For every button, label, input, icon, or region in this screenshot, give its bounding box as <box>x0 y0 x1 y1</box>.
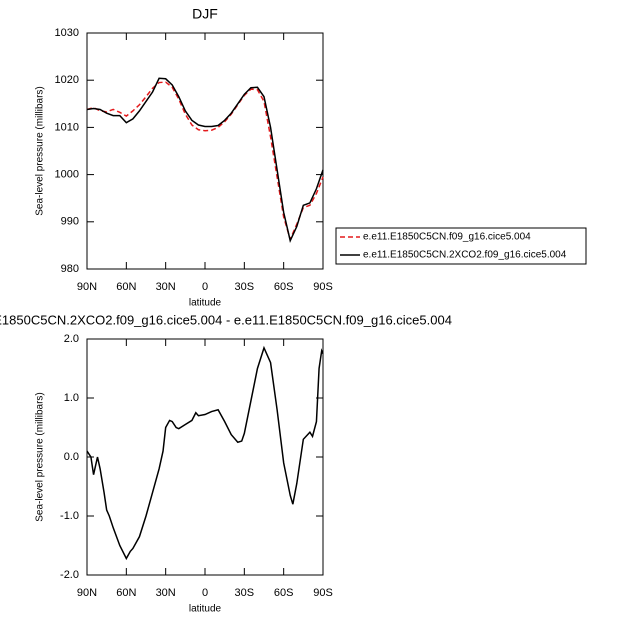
plot-frame <box>86 338 324 576</box>
x-tick-label: 90N <box>77 587 97 599</box>
data-line <box>86 81 324 242</box>
legend-label: e.e11.E1850C5CN.2XCO2.f09_g16.cice5.004 <box>363 250 567 261</box>
x-tick-label: 0 <box>202 587 208 599</box>
x-tick-label: 30S <box>235 281 255 293</box>
y-tick-label: 1.0 <box>64 392 79 404</box>
y-tick-label: -1.0 <box>60 510 79 522</box>
legend-box <box>335 227 587 265</box>
x-tick-label: 60S <box>274 587 294 599</box>
x-tick-label: 60N <box>116 281 136 293</box>
legend: e.e11.E1850C5CN.f09_g16.cice5.004 e.e11.E… <box>335 227 587 265</box>
legend-label: e.e11.E1850C5CN.f09_g16.cice5.004 <box>363 232 531 243</box>
x-tick-label: 90S <box>313 587 333 599</box>
y-tick-label: 1020 <box>55 74 79 86</box>
y-tick-label: 0.0 <box>64 451 79 463</box>
x-tick-label: 30S <box>235 587 255 599</box>
plot-frame <box>86 32 324 270</box>
data-line <box>86 77 324 243</box>
x-axis-label: latitude <box>189 298 222 309</box>
chart-title: e.e11.E1850C5CN.2XCO2.f09_g16.cice5.004 … <box>0 312 452 327</box>
x-tick-label: 30N <box>156 587 176 599</box>
y-axis-label: Sea-level pressure (millibars) <box>35 86 46 215</box>
y-tick-label: 1010 <box>55 121 79 133</box>
chart-title: DJF <box>192 6 218 22</box>
x-tick-label: 90N <box>77 281 97 293</box>
x-tick-label: 30N <box>156 281 176 293</box>
x-tick-label: 60S <box>274 281 294 293</box>
y-tick-label: 1000 <box>55 169 79 181</box>
data-line <box>86 345 324 561</box>
y-tick-label: 990 <box>61 216 79 228</box>
y-tick-label: 2.0 <box>64 333 79 345</box>
x-tick-label: 90S <box>313 281 333 293</box>
y-tick-label: 980 <box>61 263 79 275</box>
x-axis-label: latitude <box>189 604 222 615</box>
y-tick-label: -2.0 <box>60 569 79 581</box>
y-axis-label: Sea-level pressure (millibars) <box>35 392 46 521</box>
x-tick-label: 60N <box>116 587 136 599</box>
y-tick-label: 1030 <box>55 27 79 39</box>
x-tick-label: 0 <box>202 281 208 293</box>
